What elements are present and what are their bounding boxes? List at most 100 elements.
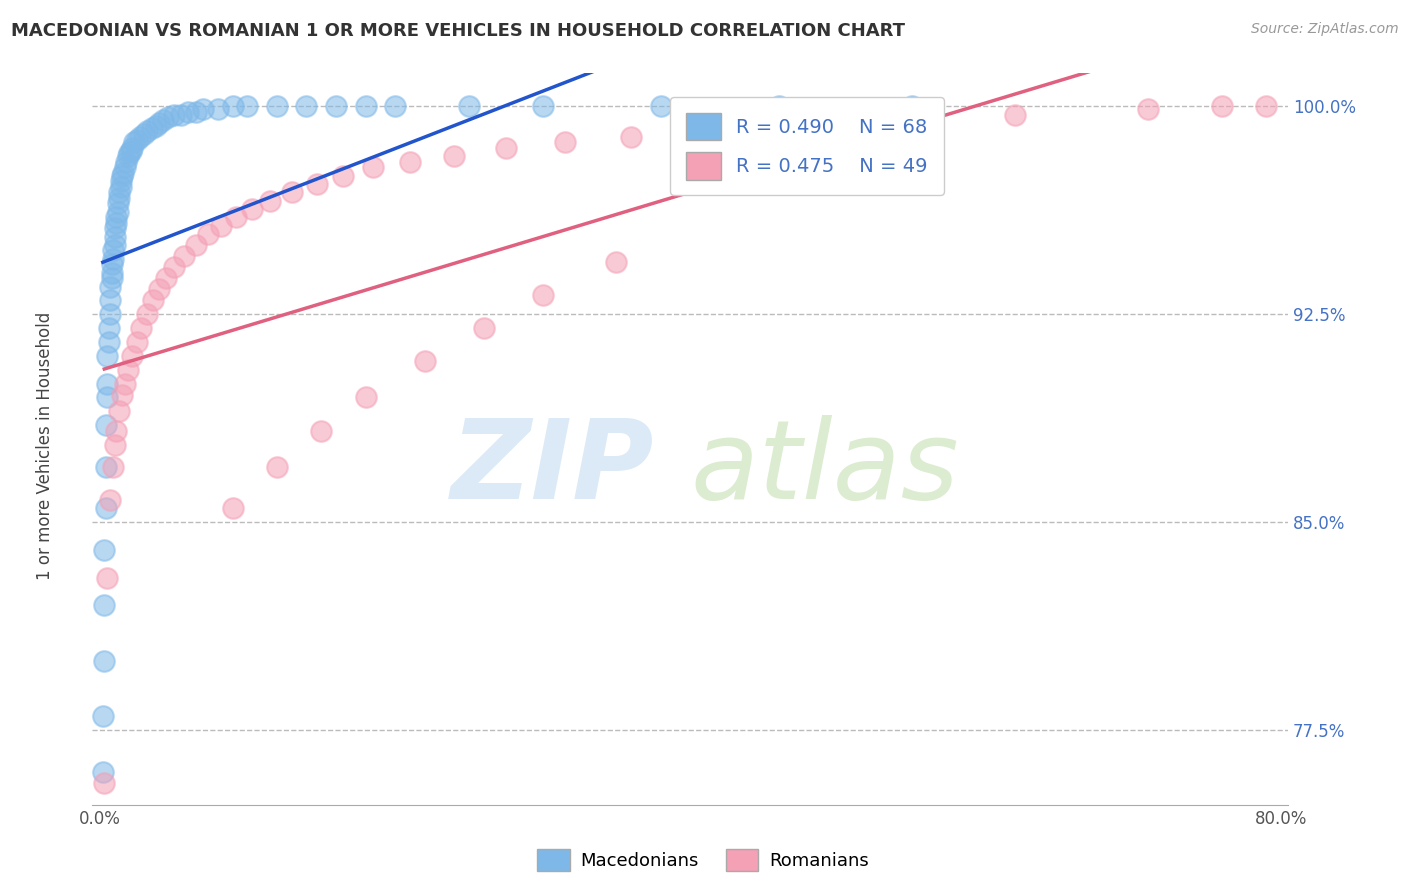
Point xyxy=(1136,102,1159,116)
Point xyxy=(156,111,179,125)
Point xyxy=(1211,99,1233,113)
Point xyxy=(309,424,332,438)
Point xyxy=(93,543,115,558)
Point xyxy=(266,459,288,474)
Point xyxy=(197,227,219,241)
Point xyxy=(413,354,436,368)
Point xyxy=(94,459,117,474)
Point xyxy=(240,202,263,216)
Point xyxy=(225,210,247,224)
Point xyxy=(129,321,152,335)
Point xyxy=(145,119,167,133)
Point xyxy=(125,334,148,349)
Point xyxy=(120,144,142,158)
Point xyxy=(97,334,120,349)
Point xyxy=(457,99,479,113)
Point xyxy=(152,113,174,128)
Point xyxy=(620,129,643,144)
Point xyxy=(98,307,121,321)
Point xyxy=(531,99,554,113)
Point xyxy=(101,459,124,474)
Point xyxy=(100,271,122,285)
Point xyxy=(96,349,118,363)
Point xyxy=(105,210,128,224)
Point xyxy=(98,493,121,508)
Point xyxy=(107,204,129,219)
Point xyxy=(207,102,229,116)
Point xyxy=(605,254,627,268)
Point xyxy=(134,127,156,141)
Point xyxy=(141,121,163,136)
Point xyxy=(96,376,118,391)
Point xyxy=(222,501,245,516)
Point xyxy=(96,391,118,405)
Point xyxy=(108,185,131,199)
Point xyxy=(184,238,207,252)
Point xyxy=(163,260,186,274)
Point xyxy=(148,116,170,130)
Point xyxy=(136,124,159,138)
Point xyxy=(295,99,318,113)
Point xyxy=(105,216,128,230)
Point xyxy=(128,129,150,144)
Point xyxy=(768,99,790,113)
Point xyxy=(155,271,177,285)
Point xyxy=(332,169,354,183)
Point xyxy=(117,149,139,163)
Point xyxy=(125,132,148,146)
Point xyxy=(105,424,128,438)
Point xyxy=(108,191,131,205)
Point xyxy=(173,249,195,263)
Point xyxy=(398,154,420,169)
Point xyxy=(100,266,122,280)
Point xyxy=(472,321,495,335)
Point xyxy=(650,99,672,113)
Legend: Macedonians, Romanians: Macedonians, Romanians xyxy=(530,842,876,879)
Point xyxy=(98,293,121,308)
Point xyxy=(101,244,124,258)
Point xyxy=(900,99,922,113)
Point xyxy=(142,293,165,308)
Point xyxy=(693,124,716,138)
Point xyxy=(111,169,134,183)
Point xyxy=(104,437,127,451)
Point xyxy=(91,764,114,779)
Text: 1 or more Vehicles in Household: 1 or more Vehicles in Household xyxy=(37,312,53,580)
Point xyxy=(177,104,200,119)
Point xyxy=(384,99,406,113)
Point xyxy=(94,418,117,433)
Point xyxy=(118,146,141,161)
Point xyxy=(495,141,517,155)
Text: Source: ZipAtlas.com: Source: ZipAtlas.com xyxy=(1251,22,1399,37)
Point xyxy=(361,161,384,175)
Point xyxy=(193,102,215,116)
Point xyxy=(107,196,129,211)
Point xyxy=(531,288,554,302)
Point xyxy=(280,185,302,199)
Point xyxy=(354,99,377,113)
Legend: R = 0.490    N = 68, R = 0.475    N = 49: R = 0.490 N = 68, R = 0.475 N = 49 xyxy=(671,97,943,195)
Point xyxy=(115,154,138,169)
Point xyxy=(1004,107,1026,121)
Point xyxy=(114,376,136,391)
Point xyxy=(104,221,127,235)
Point xyxy=(96,571,118,585)
Point xyxy=(98,279,121,293)
Text: MACEDONIAN VS ROMANIAN 1 OR MORE VEHICLES IN HOUSEHOLD CORRELATION CHART: MACEDONIAN VS ROMANIAN 1 OR MORE VEHICLE… xyxy=(11,22,905,40)
Point xyxy=(266,99,288,113)
Point xyxy=(443,149,465,163)
Point xyxy=(782,119,804,133)
Point xyxy=(121,349,143,363)
Text: ZIP: ZIP xyxy=(451,415,654,522)
Point xyxy=(121,141,143,155)
Point xyxy=(163,107,186,121)
Point xyxy=(91,709,114,723)
Point xyxy=(554,136,576,150)
Point xyxy=(110,174,132,188)
Point xyxy=(325,99,347,113)
Text: atlas: atlas xyxy=(690,415,959,522)
Point xyxy=(94,501,117,516)
Point xyxy=(148,282,170,296)
Point xyxy=(222,99,245,113)
Point xyxy=(114,161,136,175)
